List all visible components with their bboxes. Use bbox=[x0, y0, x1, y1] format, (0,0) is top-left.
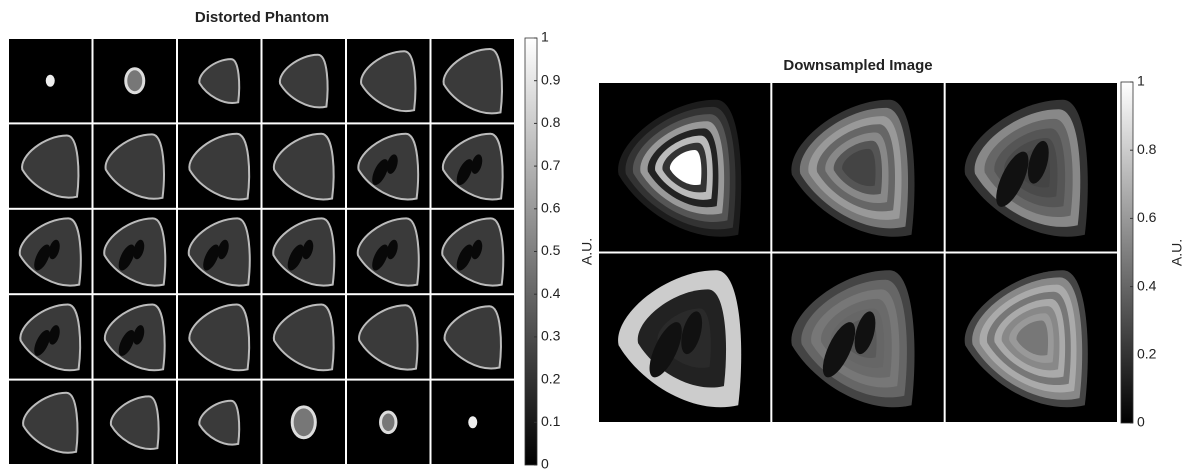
phantom bbox=[126, 69, 144, 93]
colorbar-tick-label: 0.8 bbox=[541, 114, 561, 130]
colorbar-tick-label: 0.8 bbox=[1137, 141, 1157, 157]
colorbar-tick-label: 0.2 bbox=[1137, 346, 1157, 362]
colorbar-tick-label: 0.4 bbox=[541, 285, 561, 301]
phantom bbox=[46, 75, 55, 87]
figure: Distorted Phantom Downsampled Image 0 0.1… bbox=[0, 0, 1194, 470]
colorbar-tick-label: 0.1 bbox=[541, 413, 561, 429]
panel-title: Distorted Phantom bbox=[195, 9, 329, 26]
panel-title: Downsampled Image bbox=[783, 57, 932, 74]
colorbar-tick-label: 0.9 bbox=[541, 71, 561, 87]
colorbar-tick-label: 0 bbox=[1137, 414, 1145, 430]
colorbar-label: A.U. bbox=[1169, 239, 1185, 266]
colorbar-label: A.U. bbox=[579, 238, 595, 265]
colorbar-tick-label: 1 bbox=[541, 29, 549, 45]
phantom bbox=[292, 407, 315, 438]
colorbar-tick-label: 0.2 bbox=[541, 370, 561, 386]
colorbar-tick-label: 1 bbox=[1137, 73, 1145, 89]
colorbar-tick-label: 0.3 bbox=[541, 328, 561, 344]
phantom bbox=[468, 416, 477, 428]
colorbar-tick-label: 0.6 bbox=[1137, 209, 1157, 225]
colorbar-tick-label: 0.5 bbox=[541, 242, 561, 258]
colorbar-tick-label: 0 bbox=[541, 456, 549, 470]
phantom bbox=[381, 412, 396, 433]
colorbar-tick-label: 0.4 bbox=[1137, 277, 1157, 293]
colorbar-tick-label: 0.7 bbox=[541, 157, 561, 173]
colorbar-tick-label: 0.6 bbox=[541, 200, 561, 216]
colorbar bbox=[1121, 82, 1133, 423]
